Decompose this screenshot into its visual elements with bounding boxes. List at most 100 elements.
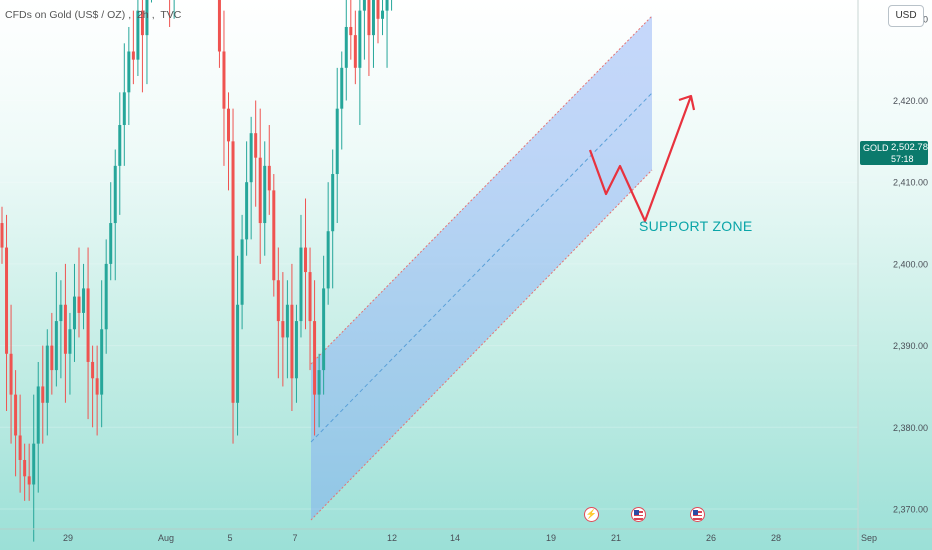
- price-tag-symbol: GOLD: [863, 143, 889, 153]
- y-tick-label: 2,410.00: [893, 178, 928, 188]
- candle-body: [68, 329, 72, 354]
- support-zone-label: SUPPORT ZONE: [639, 218, 753, 234]
- candle-body: [27, 476, 31, 485]
- lightning-icon[interactable]: ⚡: [584, 507, 599, 522]
- candle-body: [63, 304, 67, 354]
- y-tick-label: 2,390.00: [893, 341, 928, 351]
- candle-body: [276, 280, 280, 322]
- candle-body: [349, 26, 353, 36]
- candle-body: [322, 288, 326, 371]
- candle-body: [217, 0, 221, 52]
- y-tick-label: 2,380.00: [893, 423, 928, 433]
- channel-upper-line: [310, 15, 653, 365]
- candle-body: [222, 51, 226, 109]
- candle-body: [72, 296, 76, 330]
- data-source: TVC: [160, 9, 182, 21]
- candle-body: [308, 272, 312, 322]
- candle-body: [344, 26, 348, 68]
- candle-body: [304, 247, 308, 273]
- candle-body: [136, 10, 140, 60]
- candle-body: [358, 10, 362, 68]
- candle-body: [9, 353, 13, 395]
- candle-body: [281, 321, 285, 338]
- projection-path: [588, 95, 693, 223]
- candle-body: [5, 247, 9, 354]
- x-tick-label: 12: [387, 533, 397, 543]
- channel-median-line: [310, 92, 653, 443]
- channel-lower-line: [310, 169, 653, 521]
- ascending-channel[interactable]: [310, 15, 653, 521]
- candle-body: [285, 304, 289, 338]
- x-tick-label: 19: [546, 533, 556, 543]
- x-tick-label: Sep: [861, 533, 877, 543]
- y-tick-label: 2,370.00: [893, 505, 928, 515]
- candle-body: [131, 51, 135, 60]
- candle-body: [14, 394, 18, 436]
- candle-body: [245, 182, 249, 240]
- candle-body: [362, 0, 366, 11]
- x-tick-label: Aug: [158, 533, 174, 543]
- y-tick-label: 2,400.00: [893, 259, 928, 269]
- us-flag-icon[interactable]: [690, 507, 705, 522]
- candle-body: [100, 329, 104, 395]
- candle-body: [23, 459, 27, 477]
- channel-fill: [311, 16, 652, 520]
- candle-body: [0, 223, 4, 248]
- candle-body: [335, 108, 339, 175]
- candle-body: [340, 67, 344, 109]
- candle-body: [127, 51, 131, 93]
- x-tick-label: 14: [450, 533, 460, 543]
- candle-body: [50, 345, 54, 371]
- candle-body: [254, 133, 258, 158]
- candle-body: [367, 0, 371, 36]
- candle-body: [41, 386, 45, 403]
- symbol-name: CFDs on Gold (US$ / OZ): [5, 9, 126, 21]
- candle-body: [240, 239, 244, 305]
- bar-countdown: 57:18: [891, 154, 914, 164]
- candle-body: [145, 0, 149, 36]
- y-tick-label: 2,420.00: [893, 96, 928, 106]
- x-tick-label: 28: [771, 533, 781, 543]
- candle-body: [353, 35, 357, 68]
- candle-body: [122, 92, 126, 126]
- candle-body: [45, 345, 49, 403]
- interval: 2h: [137, 9, 149, 21]
- x-tick-label: 26: [706, 533, 716, 543]
- candle-body: [331, 174, 335, 232]
- candle-body: [113, 165, 117, 224]
- chart-title: CFDs on Gold (US$ / OZ), 2h, TVC: [5, 9, 182, 21]
- x-tick-label: 5: [227, 533, 232, 543]
- candle-body: [227, 108, 230, 142]
- candle-body: [54, 321, 58, 371]
- candle-body: [267, 165, 271, 191]
- candle-body: [91, 361, 95, 379]
- projection-arrow[interactable]: [588, 94, 696, 223]
- candle-body: [313, 321, 317, 395]
- candle-body: [376, 0, 380, 19]
- candle-body: [18, 435, 22, 460]
- candle-body: [77, 296, 81, 313]
- candle-body: [36, 386, 40, 444]
- candle-body: [263, 165, 267, 224]
- candle-body: [104, 263, 108, 330]
- us-flag-icon[interactable]: [631, 507, 646, 522]
- candle-body: [371, 0, 375, 36]
- x-tick-label: 7: [292, 533, 297, 543]
- candle-body: [231, 141, 235, 403]
- candle-body: [95, 378, 99, 395]
- candle-body: [118, 125, 122, 166]
- candle-body: [290, 304, 294, 379]
- x-tick-label: 21: [611, 533, 621, 543]
- candlestick-series: [0, 0, 393, 542]
- grid-lines: [0, 0, 858, 509]
- candle-body: [109, 223, 113, 264]
- x-tick-label: 29: [63, 533, 73, 543]
- current-price-tag: GOLD 2,502.78 57:18: [860, 141, 928, 165]
- candle-body: [140, 10, 144, 36]
- candle-body: [249, 133, 253, 183]
- candle-body: [317, 370, 321, 395]
- candle-body: [381, 10, 385, 19]
- arrow-head-icon: [678, 94, 696, 111]
- currency-button[interactable]: USD: [888, 5, 924, 27]
